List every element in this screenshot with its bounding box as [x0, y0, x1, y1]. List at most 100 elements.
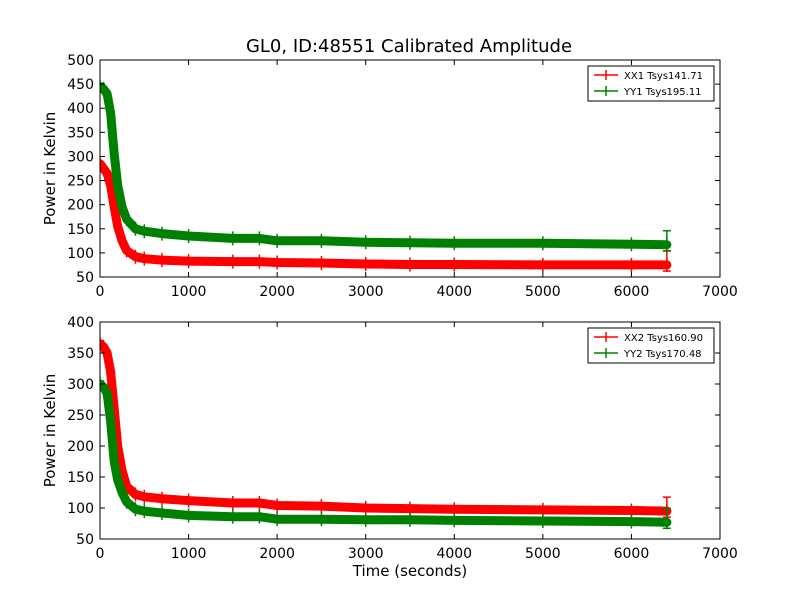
subplot-2: 0 1000 2000 3000 4000 5000 6000 7000 50 100 150 200… — [41, 315, 738, 580]
data-point — [451, 236, 458, 251]
data-point — [274, 233, 281, 248]
data-point — [256, 509, 263, 524]
data-point — [256, 496, 263, 511]
series-2-2 — [100, 377, 672, 530]
subplot-1: 0 1000 2000 3000 4000 5000 6000 7000 50 100 150 200… — [41, 53, 738, 300]
data-point — [318, 233, 325, 248]
y-tick-label: 50 — [76, 532, 94, 548]
data-point — [362, 501, 369, 515]
data-point — [100, 79, 103, 94]
end-marker — [662, 507, 671, 530]
x-tick-label: 2000 — [259, 284, 295, 300]
x-tick-label: 5000 — [525, 546, 561, 562]
data-point — [451, 257, 458, 272]
data-point — [229, 496, 236, 511]
end-marker — [662, 229, 671, 252]
data-point — [274, 512, 281, 527]
data-point — [100, 380, 107, 395]
legend-entry: XX2 Tsys160.90 — [624, 333, 703, 344]
series-line — [100, 339, 672, 516]
legend-swatch — [594, 348, 618, 358]
data-point — [362, 235, 369, 250]
data-point — [100, 336, 103, 351]
data-point — [132, 249, 139, 264]
data-point — [123, 494, 130, 509]
data-point — [100, 161, 107, 176]
y-tick-label: 50 — [76, 270, 94, 286]
y-tick-label: 300 — [67, 149, 94, 165]
data-point — [123, 212, 130, 227]
series-line — [100, 159, 672, 270]
data-point — [274, 255, 281, 270]
y-tick-label: 500 — [67, 53, 94, 69]
legend: XX2 Tsys160.90 YY2 Tsys170.48 — [587, 327, 715, 364]
data-point — [119, 200, 126, 215]
legend-entry: XX1 Tsys141.71 — [624, 71, 703, 82]
data-point — [119, 233, 126, 248]
data-point — [407, 512, 413, 527]
data-point — [159, 491, 165, 506]
series-1-1 — [100, 156, 672, 272]
x-tick-label: 0 — [96, 546, 105, 562]
x-tick-label: 7000 — [702, 284, 738, 300]
data-point — [229, 231, 236, 246]
x-tick-label: 4000 — [436, 546, 472, 562]
data-point — [132, 502, 139, 517]
y-tick-label: 150 — [67, 470, 94, 486]
legend-entry: YY1 Tsys195.11 — [623, 87, 702, 98]
data-point — [114, 473, 121, 488]
data-point — [141, 251, 148, 266]
data-point — [407, 235, 413, 250]
data-point — [104, 386, 111, 401]
data-point — [185, 254, 192, 269]
data-point — [185, 508, 192, 523]
axes-frame — [99, 321, 721, 540]
x-axis-label: Time (seconds) — [352, 562, 468, 580]
data-point — [107, 178, 114, 193]
data-point — [111, 200, 118, 215]
data-point — [539, 257, 546, 272]
legend-swatch — [594, 332, 618, 342]
data-point — [114, 219, 121, 234]
axes-frame — [99, 59, 721, 278]
data-point — [628, 257, 635, 272]
data-point — [107, 106, 114, 121]
data-point — [159, 253, 165, 268]
data-point — [104, 346, 111, 360]
y-tick-label: 300 — [67, 377, 94, 393]
x-tick-label: 4000 — [436, 284, 472, 300]
data-point — [114, 178, 121, 193]
y-tick-label: 400 — [67, 101, 94, 117]
data-point — [141, 504, 148, 519]
x-tick-label: 6000 — [614, 284, 650, 300]
data-point — [185, 229, 192, 244]
y-tick-label: 200 — [67, 198, 94, 214]
data-point — [256, 254, 263, 269]
legend-box — [587, 327, 715, 364]
data-point — [539, 514, 546, 529]
plots-container: 0 1000 2000 3000 4000 5000 6000 700050100150200… — [41, 53, 738, 580]
y-axis-label: Power in Kelvin — [41, 374, 59, 488]
data-point — [318, 256, 325, 271]
series-line — [100, 82, 672, 250]
x-tick-label: 1000 — [171, 546, 207, 562]
legend-swatch — [594, 86, 618, 96]
data-point — [185, 493, 192, 508]
series-1-2 — [100, 79, 672, 252]
data-point — [362, 512, 369, 527]
data-point — [628, 237, 635, 252]
x-tick-label: 3000 — [348, 546, 384, 562]
legend-swatch — [594, 70, 618, 80]
data-point — [539, 236, 546, 251]
data-point — [159, 505, 165, 520]
data-point — [256, 231, 263, 246]
x-tick-label: 0 — [96, 284, 105, 300]
data-point — [141, 224, 148, 239]
y-tick-label: 350 — [67, 125, 94, 141]
y-tick-label: 150 — [67, 222, 94, 238]
data-point — [362, 256, 369, 271]
data-point — [100, 339, 107, 354]
data-point — [407, 257, 413, 272]
data-point — [107, 414, 114, 429]
